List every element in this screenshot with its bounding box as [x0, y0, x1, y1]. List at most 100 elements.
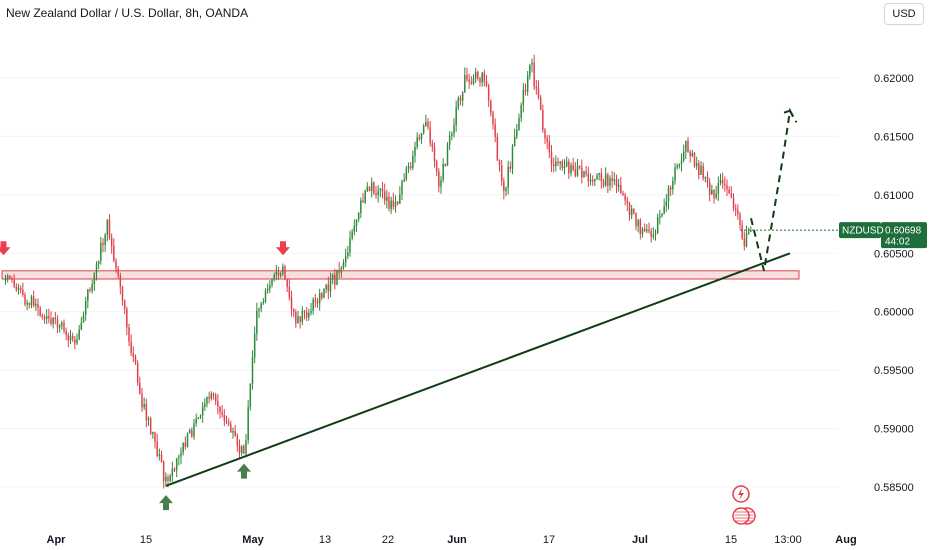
time-axis[interactable]: Apr 15 May 13 22 Jun 17 Jul 15 13:00 Aug [47, 534, 857, 546]
candle-body [737, 210, 739, 215]
candle-body [84, 300, 87, 315]
price-tick-label: 0.59000 [874, 424, 914, 436]
candle-body [56, 319, 59, 328]
candle-body [158, 454, 161, 457]
time-tick-label: 13:00 [774, 534, 802, 546]
candle-body [41, 315, 44, 318]
candle-body [403, 179, 405, 182]
candle-body [732, 197, 735, 209]
candle-body [698, 163, 700, 175]
candle-body [563, 166, 566, 169]
price-tick-label: 0.60500 [874, 248, 914, 260]
candle-body [375, 193, 377, 196]
candle-body [28, 302, 31, 306]
price-axis[interactable]: 0.62000 0.61500 0.61000 0.60500 0.60000 0.595… [874, 73, 914, 494]
candle-body [416, 137, 418, 147]
time-tick-label: 15 [140, 534, 152, 546]
candle-body [615, 179, 618, 187]
support-zone-layer [1, 270, 800, 280]
candle-body [87, 289, 89, 301]
candle-body [117, 268, 119, 276]
candle-body [524, 89, 527, 92]
candle-body [470, 81, 473, 84]
candle-body [576, 165, 579, 176]
candle-body [633, 208, 635, 214]
candle-body [6, 275, 9, 279]
candle-body [221, 412, 223, 415]
candle-body [35, 303, 37, 306]
candle-body [715, 193, 717, 198]
arrow-down-marker [276, 241, 290, 256]
candle-body [271, 278, 273, 286]
candle-body [178, 456, 180, 459]
candle-body [219, 406, 221, 413]
candle-body [739, 214, 741, 225]
candle-body [674, 167, 676, 181]
candle-body [126, 308, 128, 328]
candle-body [535, 86, 538, 89]
candle-body [191, 430, 193, 437]
price-tick-label: 0.58500 [874, 482, 914, 494]
candle-body [260, 303, 262, 309]
candle-body [275, 272, 278, 276]
candle-body [106, 219, 109, 235]
candle-body [305, 312, 308, 318]
candle-body [570, 165, 572, 174]
candle-body [695, 163, 698, 167]
candle-body [639, 220, 642, 235]
candle-body [284, 266, 286, 280]
candle-body [251, 357, 254, 384]
candle-body [669, 187, 672, 190]
time-tick-label: May [242, 534, 264, 546]
candle-body [496, 136, 499, 161]
candle-body [635, 213, 637, 227]
candle-body [323, 289, 325, 298]
candle-body [643, 228, 646, 232]
candle-body [71, 335, 74, 340]
candle-body [299, 316, 301, 322]
candle-body [646, 229, 648, 232]
candle-body [401, 181, 403, 195]
candle-body [611, 178, 613, 181]
candle-body [572, 165, 574, 170]
candle-body [128, 327, 130, 342]
candle-body [262, 301, 265, 304]
candle-body [457, 98, 460, 108]
candle-body [713, 189, 715, 198]
candle-body [334, 274, 336, 285]
candle-body [555, 161, 557, 167]
candle-body [193, 423, 195, 437]
candle-body [370, 182, 373, 192]
candle-body [286, 279, 288, 288]
candle-body [9, 275, 11, 279]
grid [0, 77, 838, 488]
candle-body [206, 396, 208, 404]
candle-body [223, 414, 226, 421]
currency-button[interactable]: USD [884, 3, 924, 25]
candle-body [464, 75, 466, 93]
candle-body [37, 303, 39, 309]
candle-body [734, 208, 737, 211]
candle-body [392, 200, 395, 207]
candle-body [136, 363, 139, 383]
candle-body [485, 81, 488, 86]
candle-body [82, 314, 85, 323]
candle-body [741, 224, 743, 239]
candle-body [325, 284, 327, 290]
candle-body [204, 403, 206, 407]
candle-body [139, 382, 141, 394]
price-tick-label: 0.60000 [874, 307, 914, 319]
candle-body [687, 140, 689, 153]
candle-body [624, 195, 626, 201]
candle-body [134, 356, 137, 364]
candle-body [422, 125, 425, 134]
candle-body [32, 296, 35, 306]
candle-body [750, 230, 752, 232]
candle-body [531, 62, 533, 65]
drawings-layer [165, 107, 798, 487]
candle-body [373, 182, 375, 194]
symbol-tag [839, 222, 881, 239]
candle-body [201, 406, 204, 416]
candle-body [184, 442, 187, 447]
